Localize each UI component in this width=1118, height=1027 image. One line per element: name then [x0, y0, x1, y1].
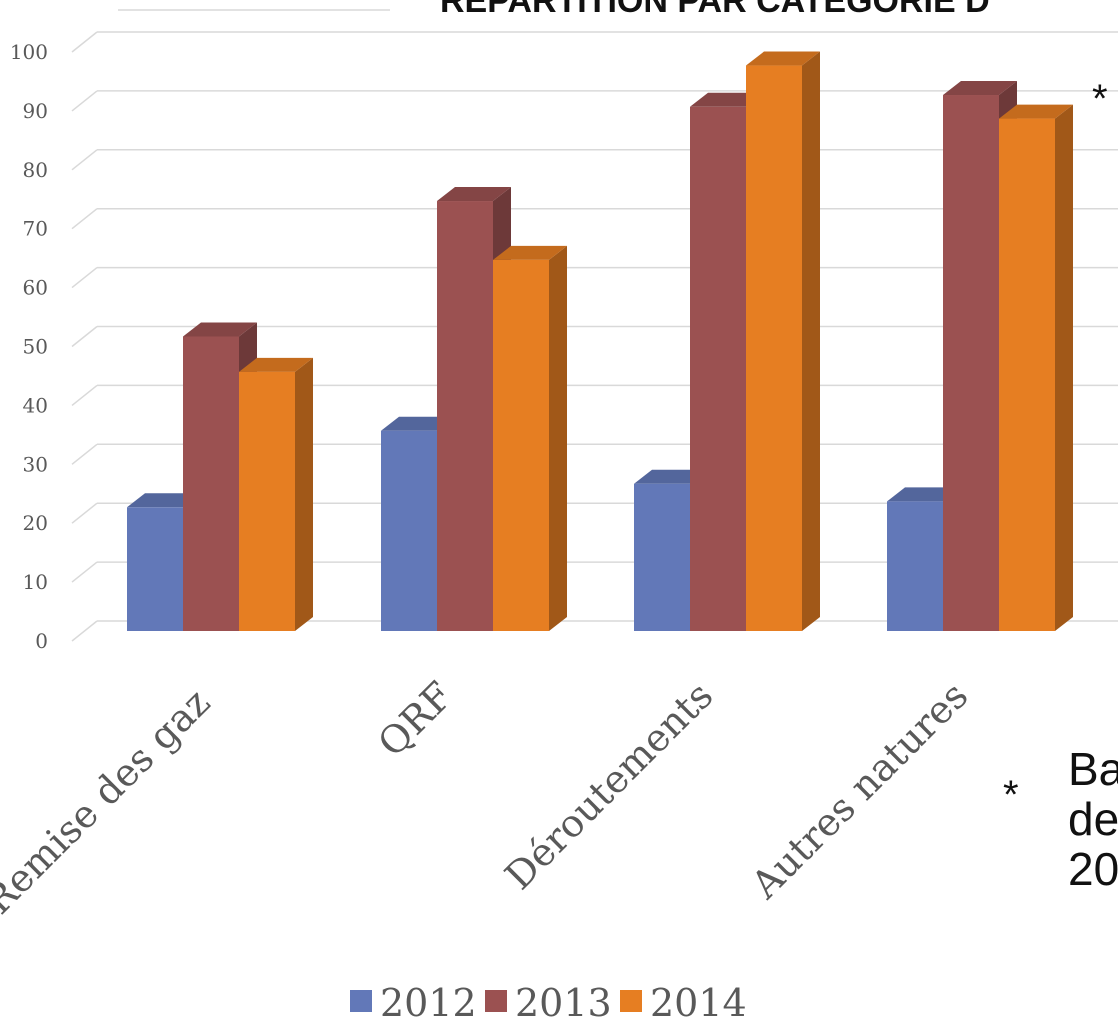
- gridline-diag: [71, 31, 98, 53]
- legend: 2012 2013 2014: [350, 981, 747, 1025]
- bar-2014-3: [999, 104, 1073, 631]
- legend-item-2013: 2013: [485, 981, 612, 1025]
- bar-side: [1055, 104, 1073, 631]
- bar-front: [437, 201, 493, 631]
- x-category-label: Remise des gaz: [0, 680, 218, 922]
- gridline-diag: [71, 90, 98, 112]
- bar-top: [746, 51, 820, 66]
- gridline-diag: [71, 208, 98, 230]
- bar-top: [634, 469, 708, 484]
- x-category-label: QRF: [369, 673, 461, 765]
- bar-side: [802, 51, 820, 632]
- bar-front: [127, 507, 183, 631]
- y-tick-label: 100: [10, 40, 48, 64]
- bar-top: [381, 416, 455, 431]
- y-tick-label: 10: [23, 570, 48, 594]
- legend-label: 2013: [515, 981, 612, 1025]
- y-tick-label: 20: [23, 511, 48, 535]
- bar-front: [943, 95, 999, 631]
- bar-top: [127, 493, 201, 508]
- bar-front: [887, 501, 943, 631]
- chart-title: RÉPARTITION PAR CATÉGORIE D: [440, 0, 990, 20]
- gridline-diag: [71, 561, 98, 583]
- bar-2014-2: [746, 51, 820, 632]
- bar-front: [381, 430, 437, 631]
- legend-swatch: [350, 990, 372, 1012]
- bar-top: [943, 81, 1017, 96]
- bar-top: [493, 245, 567, 260]
- bar-2014-0: [239, 357, 313, 631]
- gridline-diag: [71, 502, 98, 524]
- bar-top: [999, 104, 1073, 119]
- legend-label: 2012: [380, 981, 477, 1025]
- bar-2014-1: [493, 245, 567, 631]
- y-tick-label: 30: [23, 452, 48, 476]
- note-line-2: de: [1068, 793, 1118, 845]
- gridline-diag: [71, 620, 98, 642]
- bar-side: [295, 357, 313, 631]
- bar-top: [239, 357, 313, 372]
- x-axis-labels: Remise des gaz QRF Déroutements Autres natu…: [0, 673, 976, 922]
- legend-label: 2014: [650, 981, 747, 1025]
- y-tick-label: 50: [23, 335, 48, 359]
- bar-front: [239, 371, 295, 631]
- gridline-diag: [71, 384, 98, 406]
- bar-front: [690, 106, 746, 632]
- note-line-1: Ba: [1068, 743, 1118, 795]
- bar-top: [183, 322, 257, 337]
- gridline-diag: [71, 325, 98, 348]
- bar-front: [634, 483, 690, 631]
- note-marker-top: *: [1092, 77, 1108, 121]
- y-tick-label: 0: [35, 629, 48, 653]
- legend-swatch: [485, 990, 507, 1012]
- gridline-diag: [71, 267, 98, 289]
- y-axis-ticks: 0 10 20 30 40 50 60 70 80 90 100: [10, 40, 48, 653]
- x-category-label: Déroutements: [497, 673, 722, 898]
- legend-swatch: [620, 990, 642, 1012]
- y-tick-label: 80: [23, 158, 48, 182]
- y-tick-label: 40: [23, 393, 48, 417]
- y-tick-label: 70: [23, 217, 48, 241]
- note-line-3: 20: [1068, 843, 1118, 895]
- bar-top: [690, 92, 764, 107]
- bar-top: [437, 187, 511, 202]
- note-marker-bottom: *: [1003, 773, 1019, 817]
- gridline-diag: [71, 443, 98, 465]
- bars: [127, 51, 1073, 632]
- bar-side: [549, 245, 567, 631]
- x-category-label: Autres natures: [742, 673, 976, 907]
- bar-front: [999, 118, 1055, 631]
- legend-item-2014: 2014: [620, 981, 747, 1025]
- bar-top: [887, 487, 961, 502]
- legend-item-2012: 2012: [350, 981, 477, 1025]
- y-tick-label: 90: [23, 99, 48, 123]
- bar-front: [746, 65, 802, 631]
- bar-front: [183, 336, 239, 631]
- gridline-diag: [71, 149, 98, 171]
- bar-front: [493, 259, 549, 631]
- y-tick-label: 60: [23, 276, 48, 300]
